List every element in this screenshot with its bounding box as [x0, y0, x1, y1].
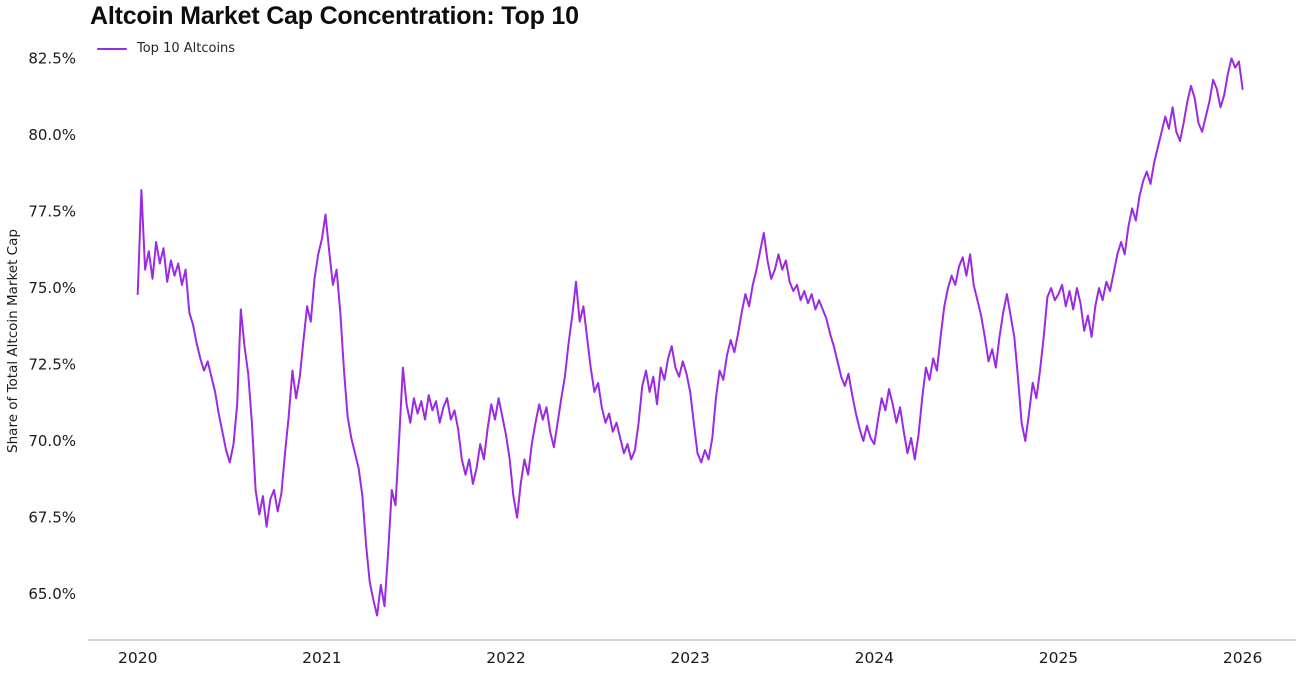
y-tick-label: 70.0% [28, 432, 76, 450]
y-tick-label: 67.5% [28, 509, 76, 527]
x-tick-label: 2021 [302, 649, 341, 667]
x-tick-label: 2020 [118, 649, 157, 667]
legend-line-swatch [97, 47, 127, 50]
y-tick-label: 77.5% [28, 202, 76, 220]
x-tick-label: 2024 [855, 649, 894, 667]
legend-label: Top 10 Altcoins [137, 41, 236, 56]
chart-title: Altcoin Market Cap Concentration: Top 10 [90, 2, 579, 30]
y-tick-label: 65.0% [28, 585, 76, 603]
x-tick-label: 2022 [486, 649, 525, 667]
series-line [136, 57, 1244, 617]
x-tick-label: 2025 [1039, 649, 1078, 667]
x-tick-label: 2023 [670, 649, 709, 667]
y-tick-label: 80.0% [28, 126, 76, 144]
legend: Top 10 Altcoins [97, 41, 235, 56]
y-tick-label: 82.5% [28, 49, 76, 67]
x-tick-label: 2026 [1223, 649, 1262, 667]
y-tick-label: 75.0% [28, 279, 76, 297]
y-tick-label: 72.5% [28, 355, 76, 373]
